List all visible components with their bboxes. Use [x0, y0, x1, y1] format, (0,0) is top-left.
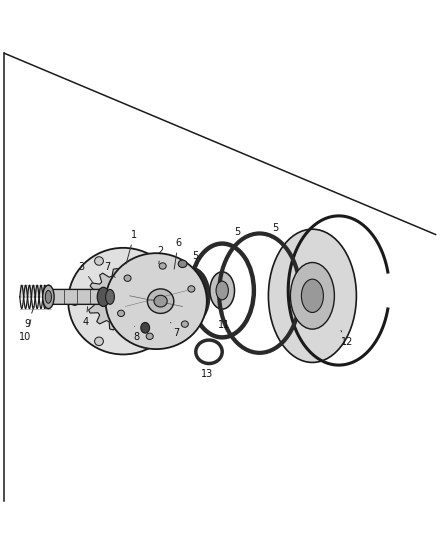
Ellipse shape	[70, 297, 79, 305]
Ellipse shape	[167, 297, 176, 305]
Ellipse shape	[112, 286, 121, 294]
Text: 10: 10	[19, 320, 32, 342]
Text: 13: 13	[201, 364, 213, 379]
Ellipse shape	[127, 284, 136, 292]
Text: 11: 11	[218, 309, 231, 330]
Ellipse shape	[141, 322, 150, 333]
FancyBboxPatch shape	[44, 289, 106, 304]
Text: 6: 6	[174, 238, 181, 269]
Text: 4: 4	[83, 306, 89, 327]
Ellipse shape	[188, 286, 195, 292]
Ellipse shape	[68, 248, 178, 354]
Ellipse shape	[107, 300, 116, 307]
Ellipse shape	[216, 281, 228, 300]
Text: 2: 2	[158, 246, 164, 264]
Ellipse shape	[106, 289, 114, 304]
Text: 5: 5	[235, 227, 241, 243]
Ellipse shape	[181, 321, 188, 327]
Ellipse shape	[143, 257, 152, 265]
Polygon shape	[87, 269, 155, 330]
Ellipse shape	[97, 287, 110, 306]
Text: 9: 9	[25, 306, 34, 328]
Ellipse shape	[159, 263, 166, 269]
Ellipse shape	[119, 309, 128, 316]
Ellipse shape	[154, 295, 167, 307]
Text: 7: 7	[105, 262, 115, 278]
Ellipse shape	[301, 279, 323, 312]
Ellipse shape	[107, 292, 116, 300]
Ellipse shape	[133, 289, 142, 296]
Text: 12: 12	[341, 330, 353, 347]
Ellipse shape	[109, 284, 142, 316]
Ellipse shape	[127, 308, 136, 315]
Ellipse shape	[268, 229, 356, 362]
Ellipse shape	[135, 296, 144, 303]
Text: 5: 5	[272, 223, 278, 238]
Ellipse shape	[143, 337, 152, 345]
Ellipse shape	[178, 260, 187, 268]
Ellipse shape	[147, 289, 174, 313]
Text: 5: 5	[193, 251, 199, 266]
Ellipse shape	[124, 275, 131, 281]
Ellipse shape	[45, 290, 51, 303]
Ellipse shape	[119, 283, 128, 290]
Ellipse shape	[112, 305, 121, 313]
Text: 7: 7	[171, 322, 179, 338]
Text: 1: 1	[126, 230, 137, 264]
Ellipse shape	[210, 272, 235, 309]
Text: 8: 8	[133, 326, 139, 342]
Ellipse shape	[133, 303, 142, 310]
Ellipse shape	[43, 285, 54, 309]
Ellipse shape	[117, 310, 125, 317]
Ellipse shape	[95, 337, 103, 345]
Ellipse shape	[290, 263, 334, 329]
Ellipse shape	[95, 257, 103, 265]
Ellipse shape	[106, 253, 207, 349]
Text: 3: 3	[78, 262, 93, 283]
Ellipse shape	[146, 333, 153, 340]
